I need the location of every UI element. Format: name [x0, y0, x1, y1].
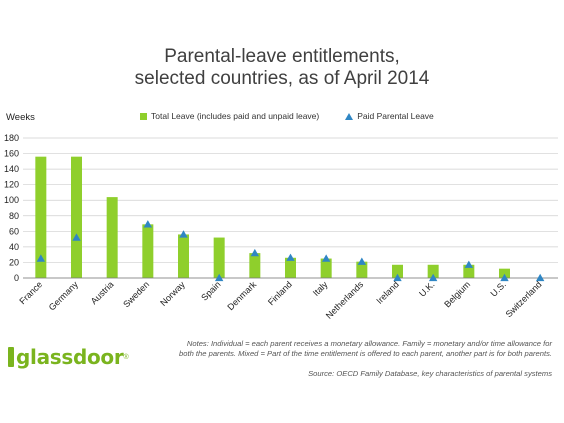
y-tick-label: 180: [4, 133, 19, 143]
paid-leave-marker: [357, 257, 367, 265]
chart-title-line-2: selected countries, as of April 2014: [134, 68, 430, 89]
paid-leave-marker: [36, 254, 46, 262]
bar: [249, 253, 261, 278]
paid-leave-marker: [250, 248, 260, 257]
legend-bar-swatch: [140, 112, 147, 120]
x-tick-label: Austria: [89, 279, 116, 306]
x-tick-label: Ireland: [374, 279, 401, 306]
paid-leave-marker: [428, 273, 438, 282]
x-tick-label: Italy: [311, 279, 330, 298]
paid-leave-marker: [286, 253, 295, 261]
paid-leave-marker: [321, 254, 331, 262]
x-tick-label: France: [17, 279, 44, 306]
x-tick-label: Sweden: [121, 279, 151, 309]
paid-leave-marker: [393, 273, 402, 282]
legend-paid-leave-label: Paid Parental Leave: [357, 111, 434, 121]
bar: [285, 257, 296, 278]
x-tick-label: U.S.: [488, 279, 507, 298]
x-tick-label: Spain: [199, 279, 222, 302]
y-tick-label: 20: [9, 257, 19, 267]
x-tick-label: Germany: [47, 279, 81, 313]
bar: [320, 258, 332, 278]
y-tick-label: 40: [9, 242, 19, 252]
paid-leave-marker: [464, 260, 474, 268]
glassdoor-logo: glassdoor ®: [8, 345, 129, 369]
y-tick-label: 80: [9, 211, 19, 221]
y-tick-label: 0: [14, 273, 19, 283]
bar: [213, 237, 225, 278]
x-tick-label: Switzerland: [504, 279, 544, 319]
bar: [499, 268, 510, 278]
x-tick-label: Finland: [266, 279, 294, 307]
y-tick-label: 120: [4, 180, 19, 190]
bar: [463, 264, 475, 278]
paid-leave-marker: [500, 273, 509, 282]
y-tick-label: 100: [4, 195, 19, 205]
bar: [392, 264, 403, 278]
y-tick-label: 160: [4, 149, 19, 159]
chart-title-line-1: Parental-leave entitlements,: [164, 46, 400, 67]
notes-line-2: both the parents. Mixed = Part of the ti…: [179, 349, 552, 358]
y-tick-label: 140: [4, 164, 19, 174]
y-axis-label: Weeks: [6, 112, 35, 123]
notes-line-1: Notes: Individual = each parent receives…: [186, 339, 552, 348]
x-tick-label: Netherlands: [324, 279, 366, 321]
paid-leave-marker: [535, 273, 545, 282]
paid-leave-marker: [214, 273, 224, 282]
registered-mark: ®: [123, 353, 129, 361]
bar-chart: 0 20 40 60 80 100 120 140 160 180 France Germany Aus…: [4, 133, 558, 321]
chart-legend: Total Leave (includes paid and unpaid le…: [140, 111, 434, 121]
legend-triangle-marker: [345, 112, 354, 120]
bar: [356, 261, 368, 278]
chart-source: Source: OECD Family Database, key charac…: [308, 369, 552, 378]
bar: [178, 234, 189, 278]
bar: [35, 156, 47, 278]
legend-total-leave-label: Total Leave (includes paid and unpaid le…: [151, 111, 320, 121]
chart-notes: Notes: Individual = each parent receives…: [152, 339, 552, 359]
bar: [71, 156, 82, 278]
y-tick-label: 60: [9, 226, 19, 236]
x-tick-label: U.K.: [417, 279, 436, 298]
x-tick-label: Belgium: [442, 279, 472, 309]
bar: [142, 224, 154, 278]
paid-leave-marker: [72, 233, 81, 241]
bar: [427, 264, 439, 278]
paid-leave-marker: [179, 230, 188, 238]
x-tick-label: Norway: [158, 279, 187, 308]
chart-title: Parental-leave entitlements, selected co…: [0, 46, 564, 90]
glassdoor-logo-text: glassdoor: [16, 345, 124, 369]
paid-leave-marker: [143, 220, 153, 228]
x-tick-label: Denmark: [225, 279, 258, 312]
bar: [106, 197, 118, 278]
glassdoor-mark-icon: [8, 347, 14, 367]
